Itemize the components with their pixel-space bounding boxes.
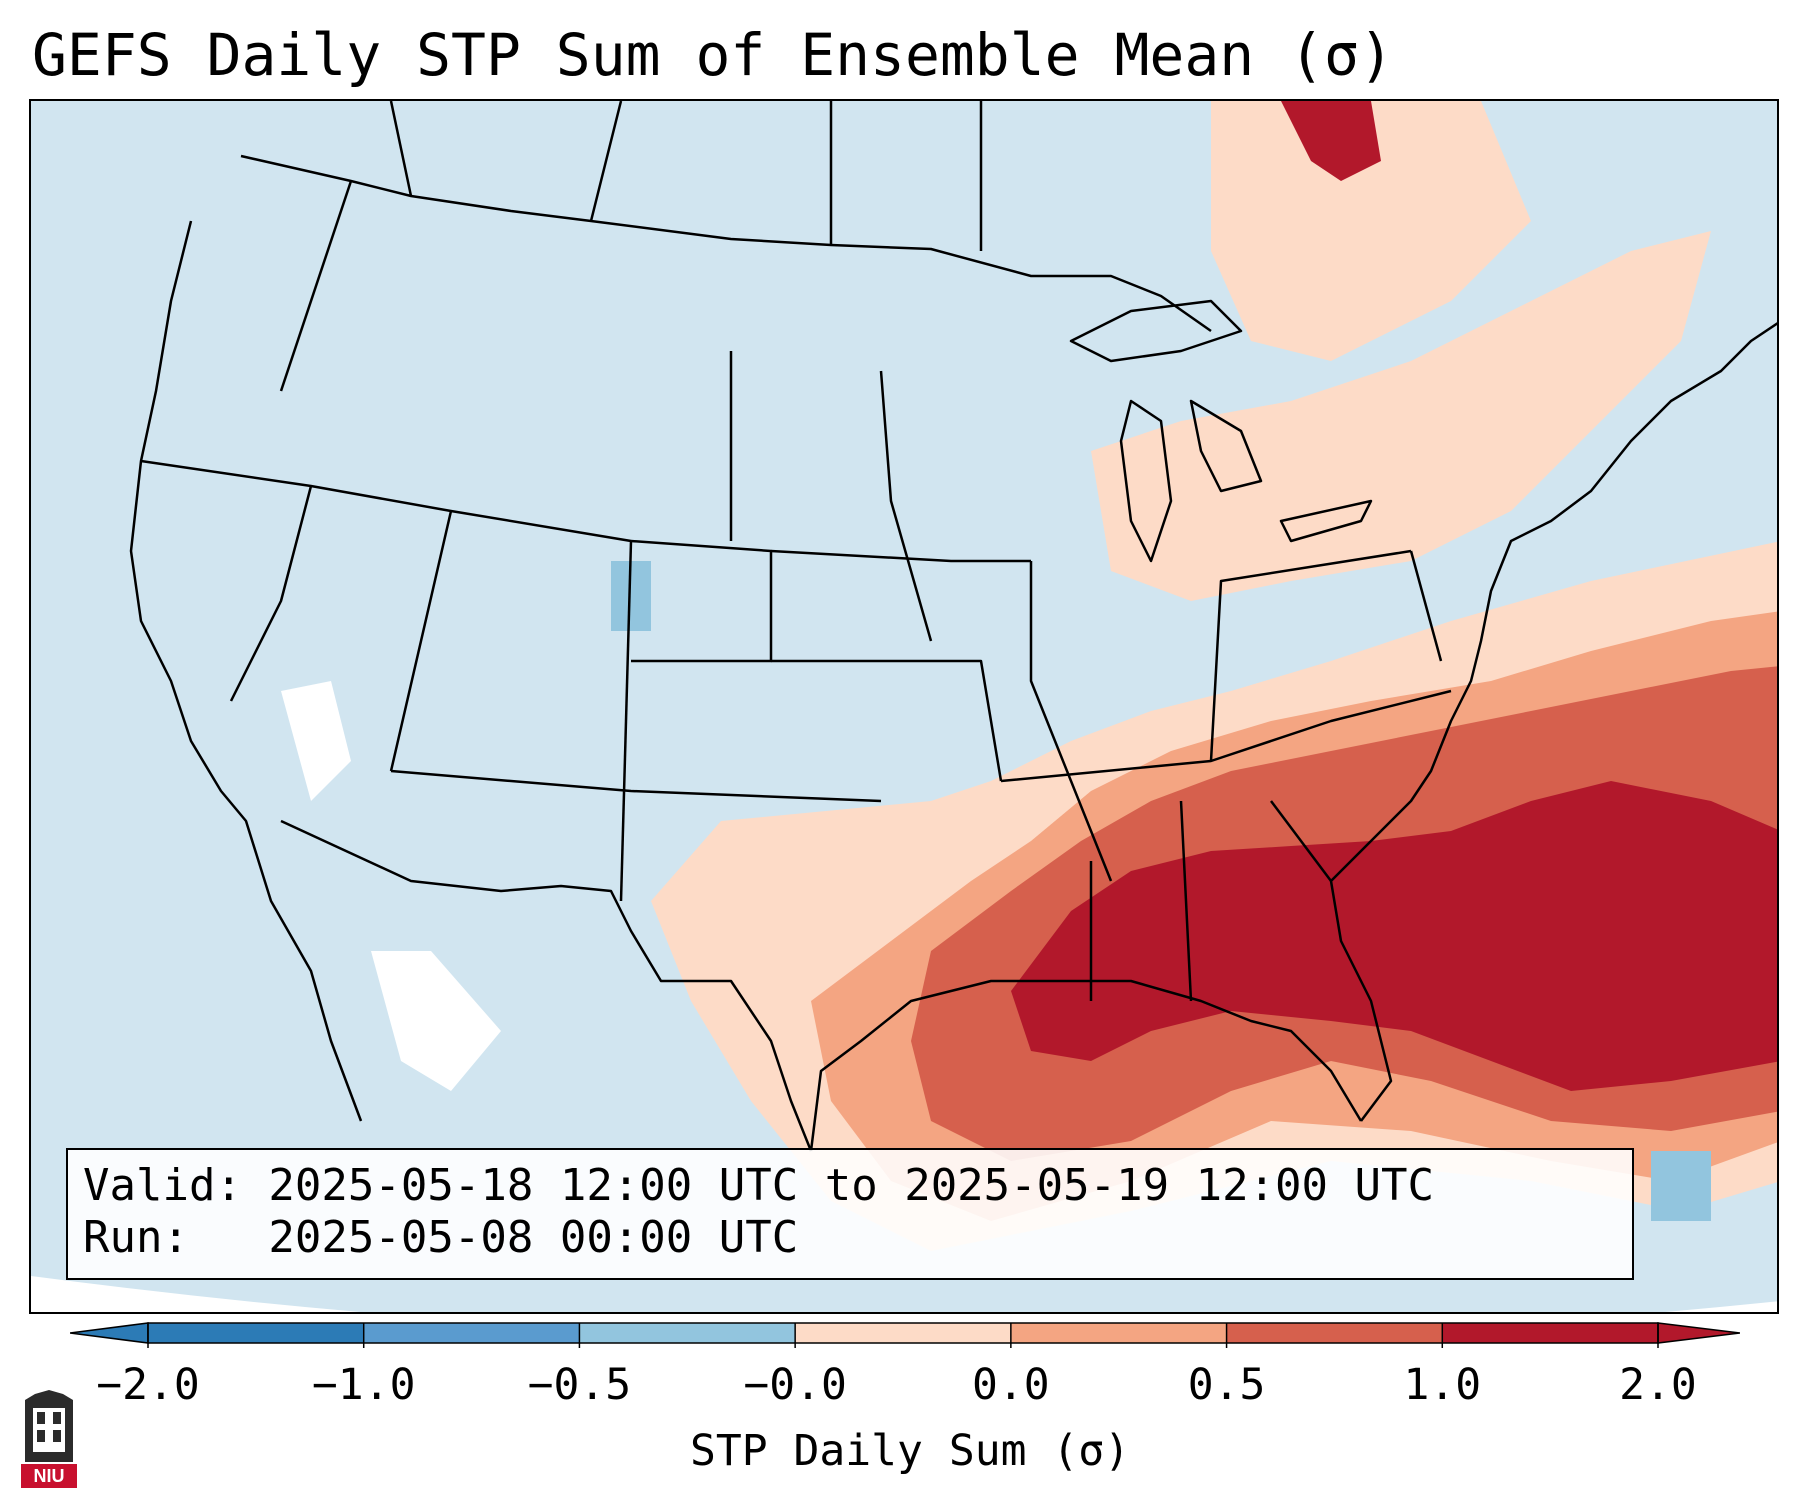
stp-region-low-positive-northeast <box>1091 231 1711 601</box>
state-line <box>389 510 453 772</box>
state-line <box>879 370 933 642</box>
colorbar-tick-label: −0.0 <box>743 1360 847 1410</box>
colorbar-tick-label: −2.0 <box>96 1360 200 1410</box>
colorbar-segment <box>795 1323 1011 1343</box>
colorbar-segment <box>363 1323 580 1343</box>
canada-line <box>589 101 623 222</box>
stp-region-very-high-canada <box>1281 101 1381 181</box>
state-line <box>1179 800 1193 1002</box>
state-line <box>630 539 773 663</box>
lake-michigan <box>1119 399 1173 563</box>
map-title: GEFS Daily STP Sum of Ensemble Mean (σ) <box>32 21 1394 89</box>
valid-time-text: Valid: 2025-05-18 12:00 UTC to 2025-05-1… <box>83 1160 1435 1211</box>
run-time-text: Run: 2025-05-08 00:00 UTC <box>83 1212 799 1263</box>
west-coast <box>129 220 363 1122</box>
logo-text: NIU <box>34 1466 65 1486</box>
us-canada-border <box>240 154 1212 333</box>
state-line <box>140 459 632 543</box>
colorbar-segment <box>1226 1323 1443 1343</box>
state-line <box>619 540 633 902</box>
colorbar-extend-min <box>70 1322 149 1344</box>
lake-superior <box>1069 299 1243 363</box>
boundaries <box>129 101 1777 1152</box>
state-line <box>1209 549 1412 762</box>
colorbar-segment <box>148 1323 364 1343</box>
colorbar-segment <box>1010 1323 1227 1343</box>
map-panel <box>29 99 1779 1314</box>
us-mexico-border <box>280 819 813 1152</box>
state-line <box>229 485 313 702</box>
state-line <box>771 659 1003 782</box>
colorbar <box>70 1322 1740 1348</box>
stp-negative-spot-bahamas <box>1651 1151 1711 1221</box>
state-line <box>1000 689 1452 783</box>
state-line <box>770 549 1031 563</box>
colorbar-extend-max <box>1657 1322 1740 1344</box>
east-coast <box>1329 322 1777 1122</box>
lake-huron <box>1189 399 1263 493</box>
canada-line <box>389 101 413 197</box>
gulf-coast <box>809 979 1363 1152</box>
stp-field <box>281 101 1777 1251</box>
state-line <box>1029 561 1113 882</box>
niu-logo-icon: NIU <box>21 1390 77 1488</box>
valid-run-info-box: Valid: 2025-05-18 12:00 UTC to 2025-05-1… <box>66 1148 1634 1280</box>
colorbar-tick-label: −0.5 <box>527 1360 632 1410</box>
lake-erie <box>1279 499 1373 543</box>
colorbar-tick-label: 2.0 <box>1619 1360 1697 1410</box>
stp-region-very-high <box>1011 781 1777 1091</box>
colorbar-tick-label: −1.0 <box>311 1360 416 1410</box>
state-line <box>390 769 882 803</box>
state-line <box>1270 800 1332 882</box>
colorbar-tick-label: 1.0 <box>1403 1360 1482 1410</box>
state-line <box>279 180 353 392</box>
colorbar-tick-label: 0.5 <box>1187 1360 1266 1410</box>
colorbar-tick-label: 0.0 <box>972 1360 1050 1410</box>
colorbar-label: STP Daily Sum (σ) <box>689 1426 1131 1476</box>
colorbar-segment <box>579 1323 796 1343</box>
stp-neutral-west <box>281 681 501 1091</box>
map-canvas <box>31 101 1777 1312</box>
colorbar-segment <box>1442 1323 1658 1343</box>
stp-region-low-positive-canada <box>1211 101 1531 361</box>
state-line <box>1409 550 1443 662</box>
